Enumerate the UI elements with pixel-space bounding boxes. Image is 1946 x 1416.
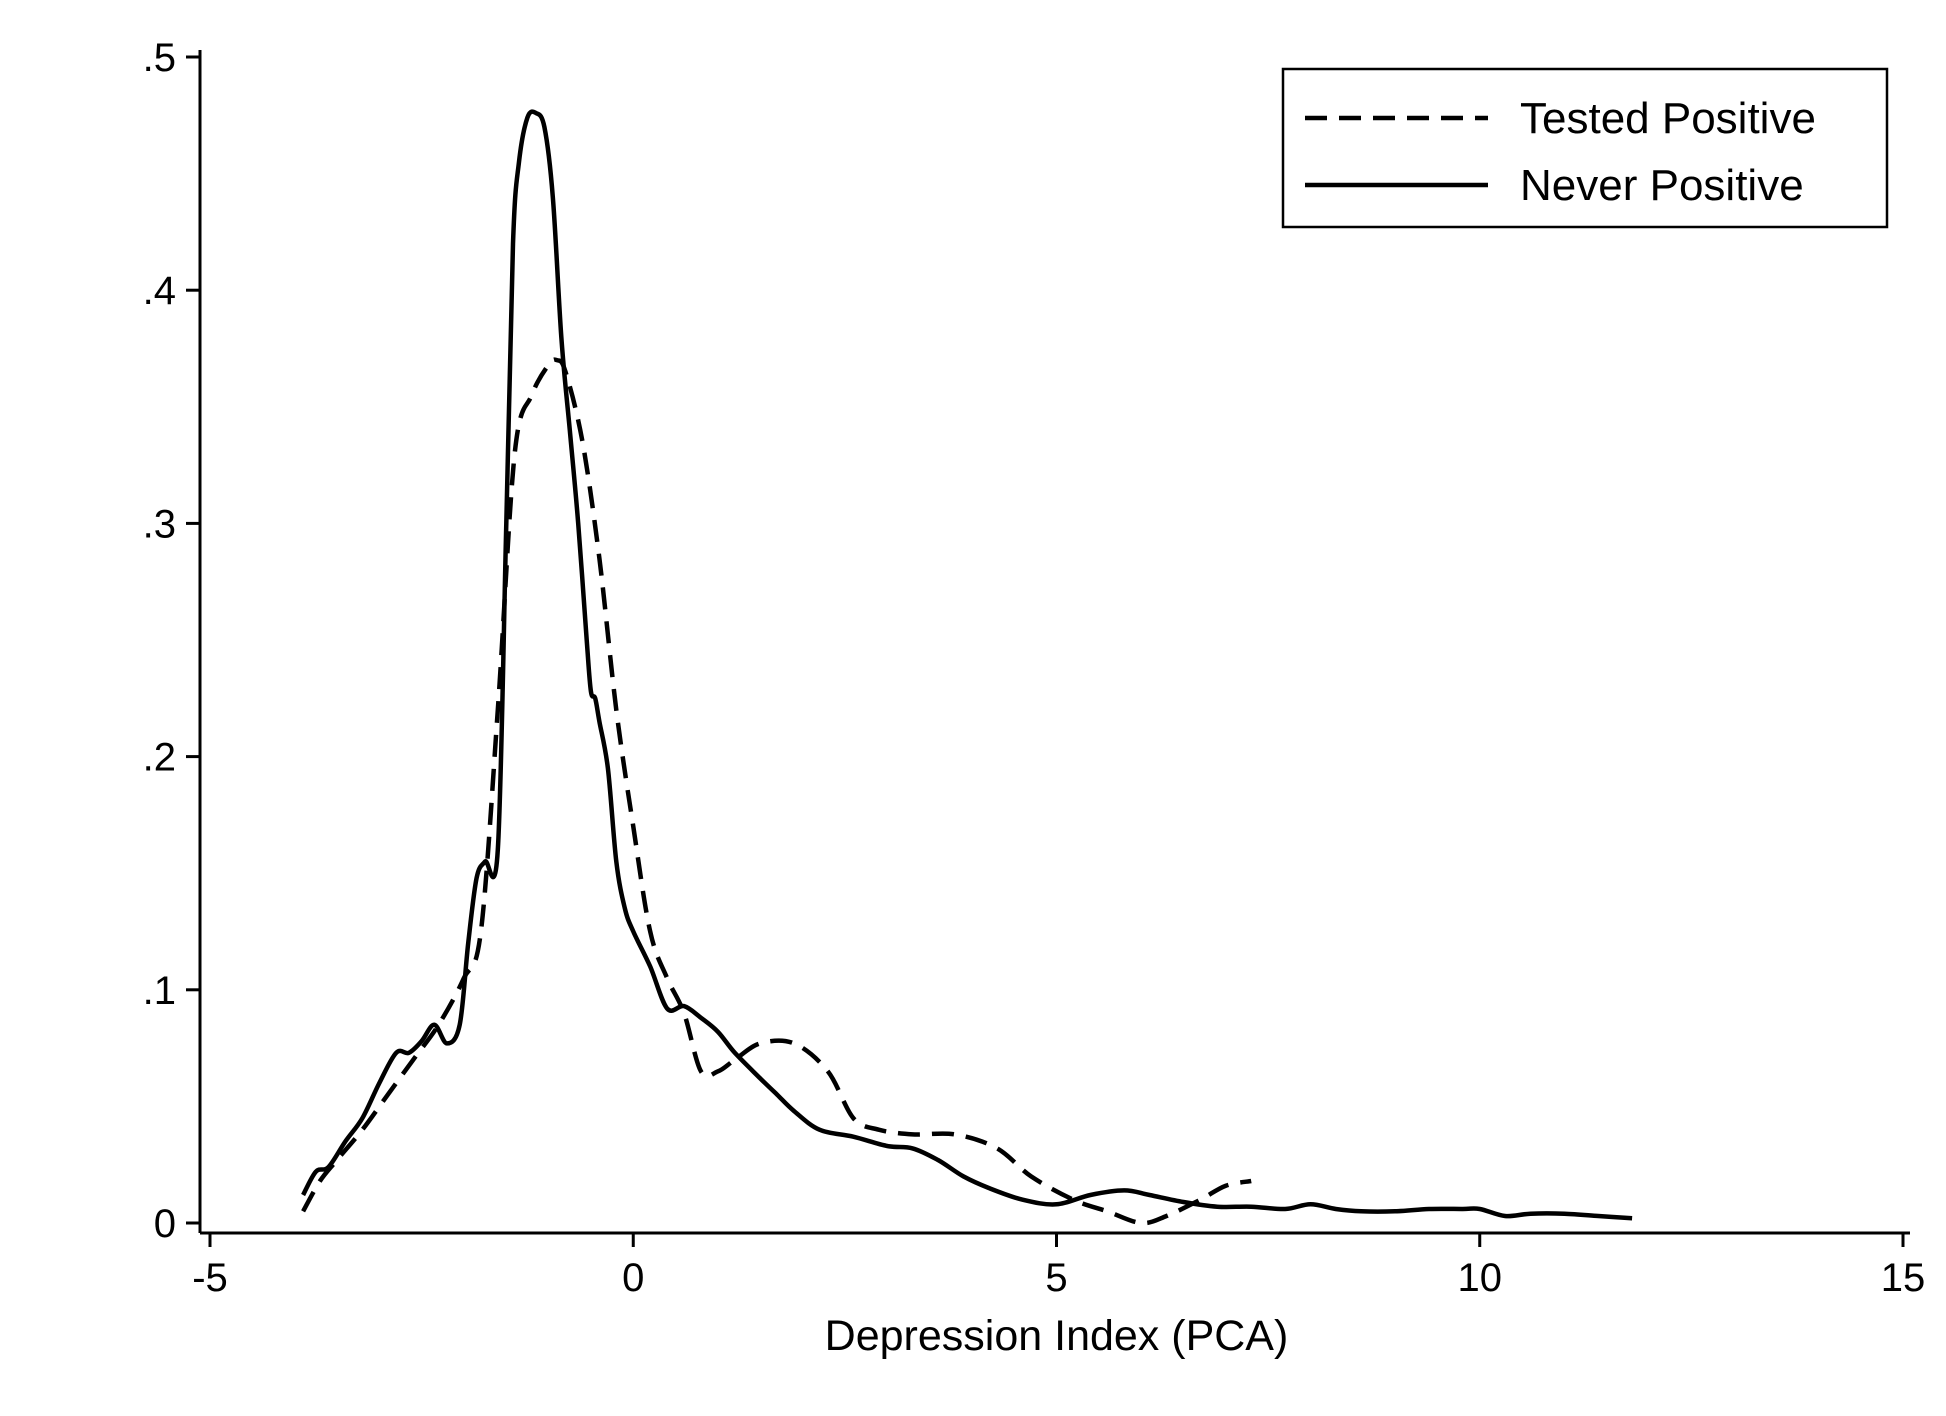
y-tick-label: 0 [154,1202,176,1246]
y-tick-label: .4 [143,269,176,313]
y-tick-label: .5 [143,36,176,80]
y-tick-label: .2 [143,736,176,780]
legend-box [1281,67,1889,229]
x-tick-label: -5 [192,1256,228,1300]
y-tick-label: .1 [143,969,176,1013]
y-tick-label: .3 [143,502,176,546]
x-tick-label: 10 [1458,1256,1503,1300]
series-line-never-positive [301,109,1633,1221]
axes: 0 .1 .2 .3 .4 .5 -5 0 5 10 15 [143,36,1926,1300]
legend: Tested Positive Never Positive [1281,67,1889,229]
x-axis-title: Depression Index (PCA) [825,1312,1289,1360]
x-tick-label: 0 [622,1256,644,1300]
x-tick-label: 5 [1045,1256,1067,1300]
legend-label: Never Positive [1520,161,1804,210]
legend-label: Tested Positive [1520,94,1816,143]
x-tick-label: 15 [1881,1256,1926,1300]
series-layer [301,109,1633,1226]
